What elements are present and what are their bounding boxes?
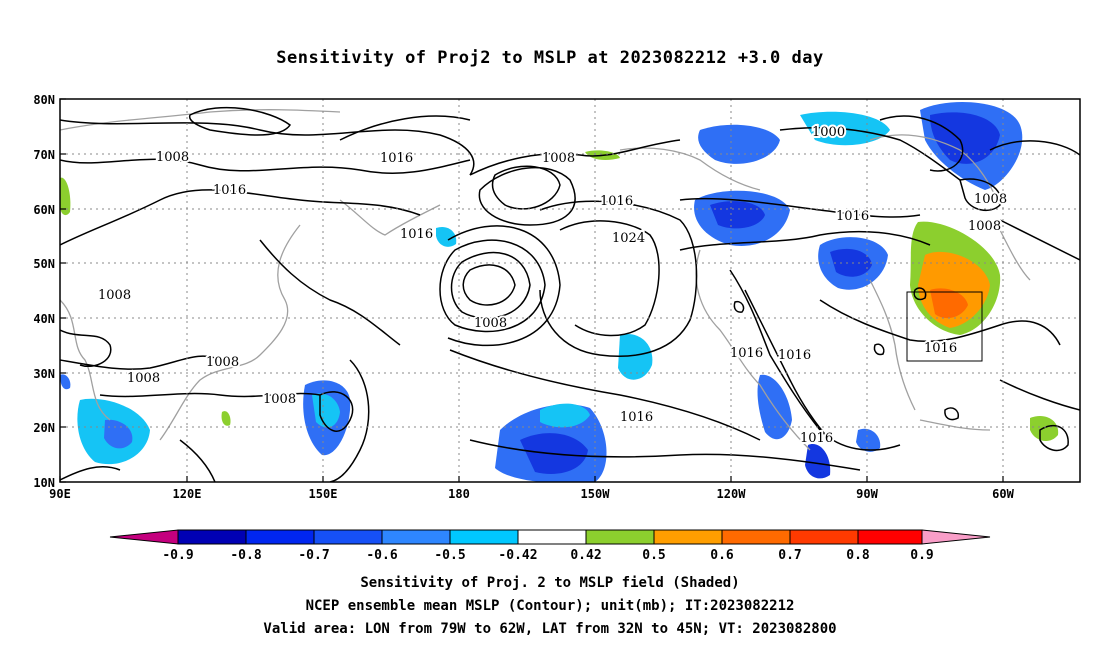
colorbar-label: -0.6 [366,548,397,563]
x-tick-label: 150W [581,487,611,501]
shade-blob [540,403,590,428]
grid-lines [60,99,1080,482]
colorbar-label: 0.8 [846,548,870,563]
colorbar-segment [857,529,923,545]
contour-label: 1008 [156,150,189,165]
shade-blob [930,112,1000,164]
contour-label: 1016 [380,151,413,166]
colorbar: -0.9 -0.8 -0.7 -0.6 -0.5 -0.42 0.42 0.5 … [109,529,991,563]
colorbar-left-arrow [109,529,179,545]
colorbar-label: -0.8 [230,548,261,563]
contour-label: 1016 [620,410,653,425]
colorbar-label: 0.6 [710,548,734,563]
colorbar-segment [449,529,519,545]
contour-labels: 1008 1016 1016 1008 1000 1016 1016 1024 … [96,123,1009,448]
shade-blob [104,419,133,449]
y-tick-label: 60N [33,203,55,217]
colorbar-segment [789,529,859,545]
shade-blob [805,444,831,479]
colorbar-label: -0.42 [498,548,537,563]
contour-label: 1000 [812,125,845,140]
shade-blob [930,288,968,319]
contour-label: 1008 [98,288,131,303]
contour-label: 1008 [263,392,296,407]
shade-blob [830,248,872,277]
shade-blob [698,124,780,164]
sensitivity-shading [60,102,1059,482]
shade-blob [60,374,71,390]
map-frame [59,98,1081,483]
y-tick-label: 20N [33,421,55,435]
y-tick-label: 30N [33,367,55,381]
x-tick-label: 90E [49,487,71,501]
caption-valid-area: Valid area: LON from 79W to 62W, LAT fro… [263,621,837,637]
contour-label: 1024 [612,231,645,246]
contour-label: 1008 [968,219,1001,234]
colorbar-segment [653,529,723,545]
x-axis-labels: 90E 120E 150E 180 150W 120W 90W 60W [49,487,1014,501]
colorbar-segment [245,529,315,545]
colorbar-segment [313,529,383,545]
colorbar-label: -0.5 [434,548,465,563]
contour-label: 1016 [924,341,957,356]
colorbar-segment [517,529,587,545]
x-tick-label: 180 [448,487,470,501]
contour-label: 1016 [778,348,811,363]
contour-label: 1008 [206,355,239,370]
colorbar-segment [381,529,451,545]
caption-contour: NCEP ensemble mean MSLP (Contour); unit(… [305,598,795,614]
x-tick-label: 150E [309,487,338,501]
y-tick-label: 10N [33,476,55,490]
shade-blob [312,393,340,428]
shade-blob [618,334,653,380]
contour-label: 1008 [127,371,160,386]
colorbar-segment [177,529,247,545]
y-tick-label: 70N [33,148,55,162]
shade-blob [1030,415,1059,442]
valid-area-box [906,291,983,362]
shade-blob [60,177,71,216]
colorbar-label: -0.7 [298,548,329,563]
tick-marks [59,98,1004,483]
contour-label: 1016 [600,194,633,209]
shade-blob [710,201,765,229]
contour-label: 1016 [800,431,833,446]
colorbar-label: 0.7 [778,548,801,563]
y-axis-labels: 80N 70N 60N 50N 40N 30N 20N 10N [33,93,55,490]
contour-label: 1008 [974,192,1007,207]
colorbar-right-arrow [921,529,991,545]
colorbar-label: 0.9 [910,548,933,563]
y-tick-label: 80N [33,93,55,107]
y-tick-label: 50N [33,257,55,271]
shade-blob [856,428,881,452]
contour-label: 1016 [213,183,246,198]
colorbar-label: 0.5 [642,548,665,563]
colorbar-label: -0.9 [162,548,193,563]
contour-label: 1016 [730,346,763,361]
x-tick-label: 90W [856,487,878,501]
shade-blob [436,226,457,247]
shade-blob [221,411,231,426]
chart-title: Sensitivity of Proj2 to MSLP at 20230822… [276,48,824,68]
contour-label: 1008 [474,316,507,331]
x-tick-label: 60W [992,487,1014,501]
colorbar-segment [721,529,791,545]
y-tick-label: 40N [33,312,55,326]
contour-label: 1008 [542,151,575,166]
colorbar-segment [585,529,655,545]
contour-label: 1016 [836,209,869,224]
mslp-contours [60,106,1080,482]
caption-shading: Sensitivity of Proj. 2 to MSLP field (Sh… [360,575,740,591]
colorbar-label: 0.42 [570,548,601,563]
x-tick-label: 120W [717,487,747,501]
contour-label: 1016 [400,227,433,242]
x-tick-label: 120E [173,487,202,501]
